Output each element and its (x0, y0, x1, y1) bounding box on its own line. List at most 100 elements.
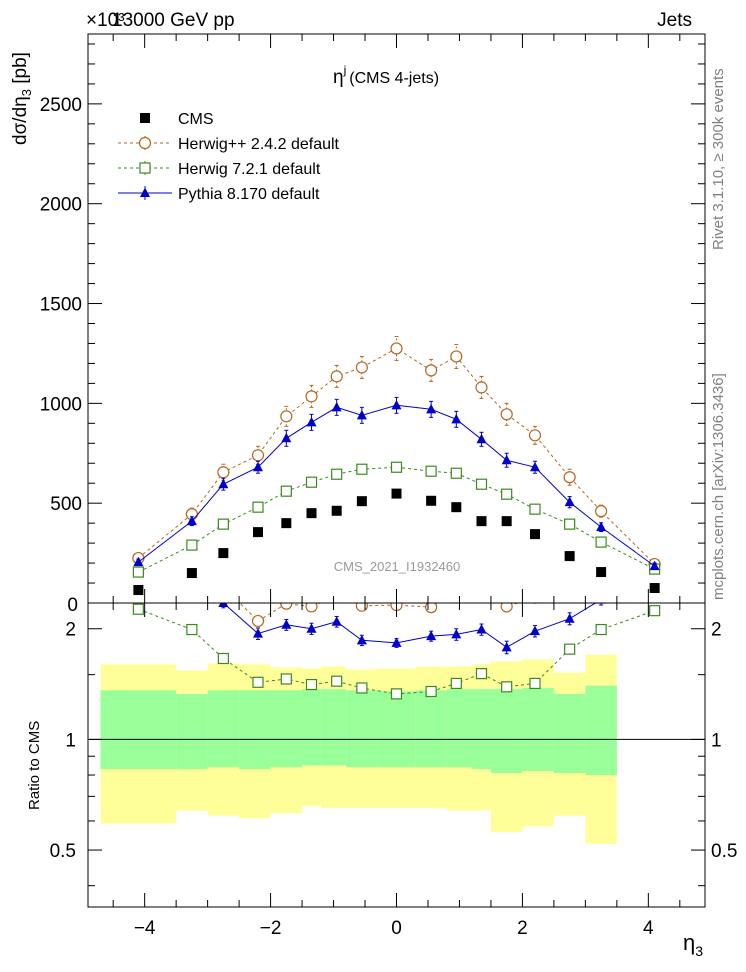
main-plot-area (132, 335, 661, 596)
x-axis-label: η3 (683, 930, 703, 959)
ratio-pythia-point (331, 616, 342, 626)
ratio-y-tick-label-right: 1 (711, 730, 722, 751)
ratio-herwig7-point (217, 652, 229, 665)
legend-herwig7-marker (139, 162, 151, 174)
main-y-tick-label: 2500 (40, 95, 82, 116)
x-tick-label: 2 (517, 918, 528, 939)
main-pythia-point (331, 401, 342, 412)
main-pythia-point (306, 416, 317, 427)
ratio-pythia-point (530, 625, 541, 636)
main-herwig7-point (217, 518, 229, 530)
main-pythia-point (133, 556, 144, 567)
ratio-herwigpp-line (239, 603, 520, 622)
ratio-pythia-point (218, 603, 229, 607)
analysis-watermark: CMS_2021_I1932460 (334, 559, 461, 574)
main-herwig7-point (132, 566, 144, 578)
exponent-label: ×10³ (86, 10, 125, 31)
main-y-tick-label: 2000 (40, 195, 82, 216)
main-axes: 500 1000 1500 2000 2500 0 (40, 34, 705, 616)
legend: CMS Herwig++ 2.4.2 default Herwig 7.2.1 de… (118, 111, 340, 203)
ratio-herwig7-point (475, 668, 488, 680)
main-cms-point (133, 585, 144, 596)
legend-pythia-label: Pythia 8.170 default (178, 186, 320, 203)
ratio-band-inner (472, 689, 491, 770)
main-cms-point (530, 529, 541, 540)
ratio-band-inner (302, 689, 321, 766)
ratio-herwig7-point (252, 676, 264, 688)
ratio-herwigpp-point (451, 581, 462, 592)
main-cms-point (564, 551, 575, 562)
ratio-herwigpp-point (500, 603, 513, 613)
y-axis-label: dσ/dη3 [pb] (10, 52, 34, 145)
ratio-herwig7-point (564, 643, 576, 655)
main-pythia-point (356, 409, 367, 420)
main-pythia-point (530, 461, 541, 472)
main-herwigpp-point (330, 370, 343, 383)
ratio-herwigpp-point (251, 614, 265, 628)
main-y-tick-label-zero: 0 (67, 595, 78, 616)
ratio-band-inner (320, 689, 347, 766)
ratio-band-inner (270, 690, 303, 768)
main-herwig7-point (252, 501, 264, 513)
ratio-band-inner (553, 693, 586, 774)
main-pythia-point (426, 403, 437, 414)
legend-herwigpp-marker (138, 136, 152, 150)
main-herwig7-point (390, 461, 403, 473)
main-cms-point (426, 495, 437, 506)
main-cms-point (596, 567, 607, 578)
main-herwig7-point (529, 503, 541, 515)
ratio-pythia-point (596, 603, 607, 604)
ratio-pythia-point (306, 623, 317, 633)
main-herwig7-point (475, 478, 488, 490)
ratio-panel: 0.5 0.5 1 1 2 2 −4 −2 0 2 4 Ratio to CMS η3 (26, 578, 737, 959)
ratio-band-inner (207, 690, 240, 768)
main-herwig7-point (450, 467, 462, 479)
ratio-herwigpp-point (355, 603, 368, 612)
main-herwigpp-point (305, 390, 318, 403)
ratio-pythia-point (356, 634, 367, 645)
main-pythia-line (138, 404, 655, 567)
ratio-herwig7-point (356, 682, 368, 694)
main-herwig7-point (595, 536, 607, 548)
x-tick-label: 4 (643, 918, 654, 939)
ratio-plot-area (88, 578, 705, 844)
main-pythia-point (564, 496, 575, 507)
ratio-y-axis-label: Ratio to CMS (26, 721, 43, 810)
ratio-herwig7-point (529, 677, 541, 690)
main-cms-point (649, 583, 660, 594)
ratio-herwigpp-point (476, 578, 487, 589)
ratio-pythia-point (391, 637, 402, 647)
main-pythia-point (218, 478, 229, 489)
main-cms-point (356, 496, 367, 507)
main-herwigpp-point (528, 429, 542, 442)
ratio-herwig7-point (186, 623, 198, 636)
main-herwig7-point (564, 518, 576, 530)
ratio-y-tick-label: 2 (65, 620, 76, 641)
main-pythia-point (451, 413, 462, 424)
main-herwigpp-point (425, 364, 438, 377)
main-cms-point (451, 502, 462, 513)
ratio-herwigpp-point (218, 581, 229, 592)
ratio-band-inner (415, 690, 447, 768)
ratio-y-tick-label-right: 2 (711, 620, 722, 641)
ratio-herwig7-point (390, 688, 403, 700)
ratio-y-tick-label: 1 (65, 730, 76, 751)
legend-cms-marker (140, 113, 150, 123)
ratio-pythia-point (501, 641, 512, 652)
main-panel: 500 1000 1500 2000 2500 0 ηj (CMS 4-jets) CMS_… (10, 33, 706, 616)
main-pythia-point (252, 461, 263, 472)
main-pythia-point (501, 454, 512, 465)
ratio-herwigpp-point (532, 603, 538, 604)
ratio-pythia-point (476, 624, 487, 634)
ratio-pythia-point (281, 619, 292, 629)
legend-herwig7-label: Herwig 7.2.1 default (178, 161, 321, 178)
main-cms-point (218, 548, 229, 559)
ratio-frame (87, 602, 706, 908)
ratio-band-inner (239, 690, 271, 770)
ratio-pythia-point (426, 630, 437, 641)
main-cms-point (252, 527, 263, 538)
main-pythia-point (281, 432, 292, 443)
ratio-axes: 0.5 0.5 1 1 2 2 −4 −2 0 2 4 (50, 603, 737, 939)
ratio-band-inner (176, 693, 208, 770)
